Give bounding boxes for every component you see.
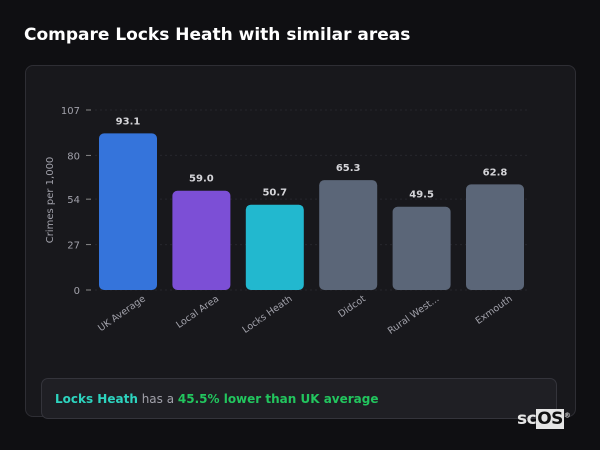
bar-1 bbox=[172, 190, 231, 290]
bar-2 bbox=[245, 204, 304, 290]
bar-value-label: 93.1 bbox=[116, 116, 141, 127]
x-tick-label: UK Average bbox=[96, 293, 148, 334]
bar-value-label: 49.5 bbox=[409, 190, 434, 201]
x-tick-label: Locks Heath bbox=[241, 293, 295, 335]
comparison-value: 45.5% lower than UK average bbox=[177, 392, 379, 406]
bar-value-label: 59.0 bbox=[189, 174, 214, 185]
bar-value-label: 62.8 bbox=[483, 167, 508, 178]
page-title: Compare Locks Heath with similar areas bbox=[24, 25, 411, 45]
y-axis-label: Crimes per 1,000 bbox=[45, 157, 56, 244]
x-tick-label: Exmouth bbox=[474, 293, 515, 326]
comparison-summary: Locks Heath has a 45.5% lower than UK av… bbox=[41, 378, 557, 419]
logo: scOS® bbox=[517, 409, 571, 429]
x-tick-label: Rural West... bbox=[386, 293, 441, 336]
summary-text: has a bbox=[137, 392, 178, 406]
bar-0 bbox=[99, 133, 157, 290]
bar-5 bbox=[466, 184, 524, 290]
bar-3 bbox=[319, 180, 378, 290]
y-tick-label: 27 bbox=[67, 241, 80, 252]
y-tick-label: 107 bbox=[61, 106, 80, 117]
y-tick-label: 0 bbox=[74, 286, 80, 297]
x-tick-label: Didcot bbox=[336, 293, 368, 320]
y-tick-label: 54 bbox=[67, 195, 80, 206]
x-tick-label: Local Area bbox=[174, 293, 221, 330]
bar-4 bbox=[392, 206, 451, 290]
y-tick-label: 80 bbox=[67, 151, 80, 162]
bar-value-label: 50.7 bbox=[262, 188, 287, 199]
area-name: Locks Heath bbox=[55, 392, 138, 406]
bar-value-label: 65.3 bbox=[336, 163, 361, 174]
